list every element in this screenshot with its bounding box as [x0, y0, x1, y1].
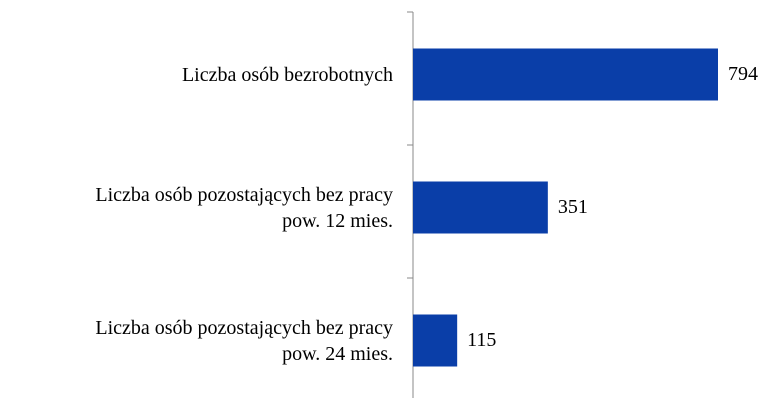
bar	[413, 48, 718, 101]
value-label: 115	[467, 329, 496, 351]
category-label: Liczba osób pozostających bez pracy pow.…	[95, 316, 393, 365]
value-label: 794	[728, 63, 758, 85]
bar	[413, 181, 548, 234]
category-label: Liczba osób bezrobotnych	[181, 63, 393, 86]
value-label: 351	[558, 196, 588, 218]
bar	[413, 314, 458, 367]
category-label: Liczba osób pozostających bez pracy pow.…	[95, 183, 393, 232]
